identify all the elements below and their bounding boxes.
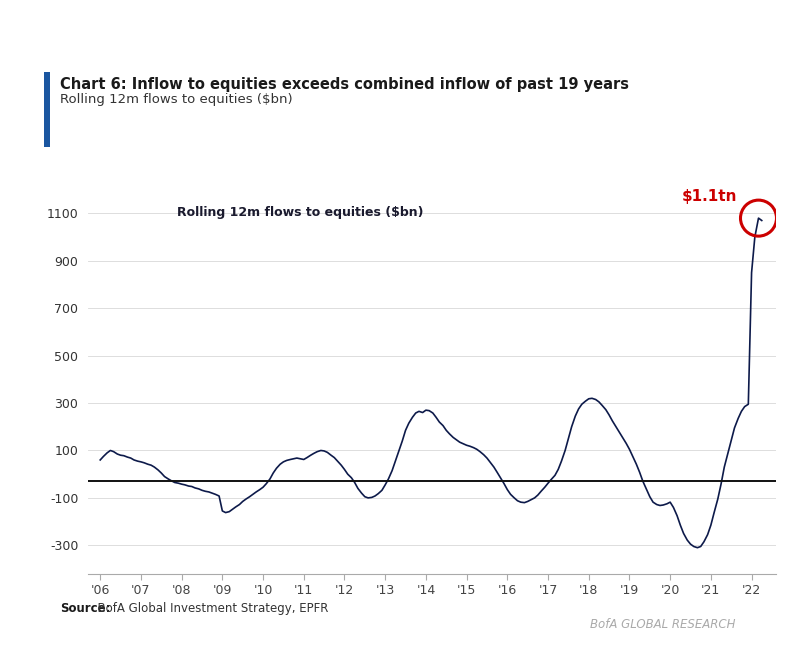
Text: $1.1tn: $1.1tn — [682, 188, 737, 203]
Text: Rolling 12m flows to equities ($bn): Rolling 12m flows to equities ($bn) — [60, 93, 293, 106]
Text: Source:: Source: — [60, 602, 110, 615]
Text: BofA Global Investment Strategy, EPFR: BofA Global Investment Strategy, EPFR — [90, 602, 329, 615]
Text: Rolling 12m flows to equities ($bn): Rolling 12m flows to equities ($bn) — [178, 206, 424, 219]
Text: BofA GLOBAL RESEARCH: BofA GLOBAL RESEARCH — [590, 618, 736, 631]
Text: Chart 6: Inflow to equities exceeds combined inflow of past 19 years: Chart 6: Inflow to equities exceeds comb… — [60, 77, 629, 92]
